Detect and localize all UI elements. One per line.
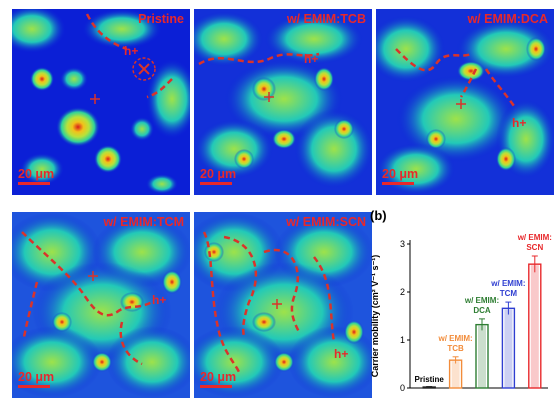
scale-bar: 20 μm	[18, 371, 62, 388]
panel-label: (b)	[370, 208, 387, 223]
category-label: DCA	[473, 306, 491, 315]
bar-fill	[530, 265, 539, 388]
axes: 0 1 2 3	[400, 239, 548, 393]
y-axis-label: Carrier mobility (cm² V⁻¹ s⁻¹)	[370, 255, 380, 378]
mobility-map-tcm: h+ w/ EMIM:TCM 20 μm	[12, 212, 190, 398]
scale-label: 20 μm	[200, 167, 237, 181]
scale-bar: 20 μm	[200, 168, 244, 185]
carrier-label: h+	[124, 44, 138, 58]
carrier-label: h+	[512, 116, 526, 130]
panel-title: w/ EMIM:TCB	[286, 12, 366, 26]
bar-fill	[451, 361, 460, 388]
heatmap-scn: h+	[194, 212, 372, 398]
bar-chart: (b) Carrier mobility (cm² V⁻¹ s⁻¹) 0123 …	[370, 208, 552, 393]
scale-line	[382, 182, 414, 185]
y-tick-label: 0	[400, 383, 405, 393]
category-label: w/ EMIM:	[464, 296, 499, 305]
scale-bar: 20 μm	[200, 371, 244, 388]
bar-fill	[504, 309, 513, 388]
scale-line	[18, 182, 50, 185]
bars	[422, 255, 542, 389]
scale-label: 20 μm	[18, 370, 55, 384]
category-label: w/ EMIM:	[437, 334, 472, 343]
heatmap-pristine: h+	[12, 9, 190, 194]
y-tick-label: 2	[400, 287, 405, 297]
scale-bar: 20 μm	[382, 168, 426, 185]
panel-title: w/ EMIM:SCN	[286, 215, 366, 229]
panel-title: w/ EMIM:TCM	[103, 215, 184, 229]
panel-title: Pristine	[138, 12, 184, 26]
category-label: TCM	[500, 289, 518, 298]
category-label: w/ EMIM:	[517, 233, 552, 242]
heatmap-tcb: h+	[194, 9, 372, 195]
mobility-map-tcb: h+ w/ EMIM:TCB 20 μm	[194, 9, 372, 195]
category-label: w/ EMIM:	[490, 279, 525, 288]
carrier-label: h+	[152, 293, 166, 307]
y-tick-label: 1	[400, 335, 405, 345]
mobility-map-dca: h+ w/ EMIM:DCA 20 μm	[376, 9, 554, 195]
bar-fill	[478, 325, 486, 388]
carrier-label: h+	[334, 347, 348, 361]
scale-line	[18, 385, 50, 388]
category-label: Pristine	[415, 375, 445, 384]
heatmap-tcm: h+	[12, 212, 190, 398]
mobility-map-scn: h+ w/ EMIM:SCN 20 μm	[194, 212, 372, 398]
carrier-label: h+	[304, 52, 318, 66]
scale-label: 20 μm	[18, 167, 55, 181]
scale-bar: 20 μm	[18, 168, 62, 185]
y-tick-label: 3	[400, 239, 405, 249]
scale-line	[200, 385, 232, 388]
category-label: SCN	[526, 243, 543, 252]
scale-label: 20 μm	[200, 370, 237, 384]
scale-label: 20 μm	[382, 167, 419, 181]
mobility-map-pristine: h+ Pristine 20 μm	[12, 9, 190, 195]
heatmap-dca: h+	[376, 9, 554, 195]
category-label: TCB	[447, 344, 464, 353]
scale-line	[200, 182, 232, 185]
panel-title: w/ EMIM:DCA	[467, 12, 548, 26]
